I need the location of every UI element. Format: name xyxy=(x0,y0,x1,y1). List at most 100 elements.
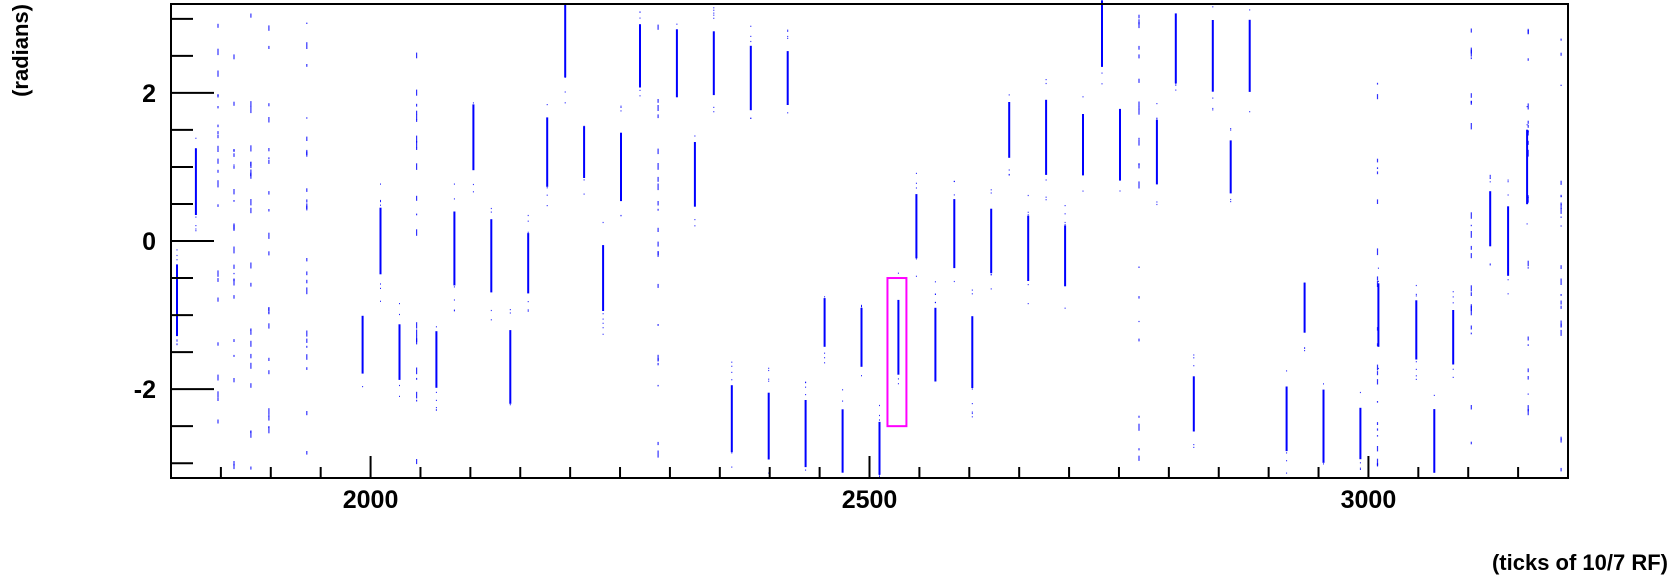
cluster-point xyxy=(971,411,973,413)
streak-point xyxy=(1527,393,1529,395)
cluster-point xyxy=(1230,129,1232,131)
cluster-point xyxy=(399,369,400,371)
x-axis-title: (ticks of 10/7 RF) xyxy=(1492,550,1668,575)
streak-point xyxy=(233,149,235,152)
streak-point xyxy=(306,287,308,295)
cluster-point xyxy=(1212,97,1214,99)
cluster-point xyxy=(639,30,641,32)
cluster-point xyxy=(1230,162,1232,164)
streak-point xyxy=(1376,435,1379,437)
cluster-point xyxy=(1359,414,1361,416)
cluster-point xyxy=(1526,143,1528,145)
cluster-point xyxy=(453,269,455,271)
cluster-point xyxy=(1082,169,1084,171)
cluster-point xyxy=(713,106,715,108)
cluster-point xyxy=(453,220,455,222)
cluster-point xyxy=(676,74,678,76)
streak-point xyxy=(1527,267,1529,269)
cluster-point xyxy=(971,293,973,295)
cluster-point xyxy=(1359,467,1361,469)
streak-point xyxy=(217,48,219,56)
streak-point xyxy=(306,451,308,455)
cluster-point xyxy=(453,310,455,312)
streak-point xyxy=(250,353,252,359)
streak-point xyxy=(1560,84,1562,86)
cluster-point xyxy=(750,35,752,37)
streak-point xyxy=(1138,296,1140,299)
cluster-point xyxy=(546,119,548,121)
streak-point xyxy=(1376,167,1379,169)
cluster-point xyxy=(1489,210,1491,213)
streak-point xyxy=(1138,181,1140,189)
cluster-point xyxy=(879,414,880,417)
streak-point xyxy=(1470,123,1472,130)
data-points xyxy=(176,0,1562,478)
cluster-point xyxy=(934,293,936,295)
cluster-point xyxy=(546,194,548,196)
streak-point xyxy=(657,251,659,257)
cluster-point xyxy=(1286,445,1288,448)
cluster-point xyxy=(676,23,678,25)
streak-point xyxy=(233,278,235,282)
streak-point xyxy=(306,188,308,192)
streak-point xyxy=(1138,266,1140,268)
cluster-point xyxy=(583,125,585,127)
streak-point xyxy=(416,459,418,465)
streak-point xyxy=(268,408,270,415)
cluster-point xyxy=(731,441,733,443)
cluster-point xyxy=(750,85,752,88)
cluster-point xyxy=(971,289,973,291)
streak-point xyxy=(1138,22,1140,29)
streak-point xyxy=(416,391,418,399)
cluster-point xyxy=(805,403,807,405)
cluster-point xyxy=(453,309,455,311)
cluster-point xyxy=(824,362,826,364)
cluster-point xyxy=(399,327,400,329)
streak-point xyxy=(657,208,659,211)
cluster-point xyxy=(1433,415,1435,417)
cluster-point xyxy=(915,217,917,219)
cluster-point xyxy=(1323,458,1324,460)
streak-point xyxy=(416,195,418,201)
streak-point xyxy=(233,153,235,157)
cluster-point xyxy=(824,320,826,322)
cluster-point xyxy=(897,358,899,360)
cluster-point xyxy=(362,366,364,368)
streak-point xyxy=(250,145,252,152)
cluster-core xyxy=(1008,102,1011,158)
cluster-point xyxy=(1230,155,1232,157)
cluster-core xyxy=(1359,407,1362,460)
cluster-point xyxy=(971,416,973,418)
cluster-point xyxy=(1304,318,1306,320)
cluster-point xyxy=(750,79,752,81)
streak-point xyxy=(657,105,659,111)
streak-point xyxy=(268,323,270,329)
cluster-point xyxy=(953,199,955,202)
cluster-core xyxy=(1045,99,1048,175)
cluster-point xyxy=(620,170,622,172)
cluster-point xyxy=(527,231,529,233)
cluster-point xyxy=(1452,323,1454,325)
cluster-point xyxy=(195,230,197,232)
streak-point xyxy=(250,101,252,107)
cluster-point xyxy=(713,42,715,44)
cluster-point xyxy=(546,104,548,106)
cluster-point xyxy=(176,340,178,342)
cluster-point xyxy=(1119,163,1121,165)
y-axis-tick-labels: 2 0 -2 xyxy=(134,80,156,404)
cluster-point xyxy=(842,400,844,402)
streak-point xyxy=(306,42,308,49)
cluster-point xyxy=(861,375,862,377)
cluster-point xyxy=(472,163,474,166)
cluster-point xyxy=(805,382,807,384)
cluster-core xyxy=(453,211,456,286)
streak-point xyxy=(1560,305,1562,309)
cluster-point xyxy=(399,303,400,305)
cluster-core xyxy=(712,31,715,96)
cluster-point xyxy=(1286,439,1288,442)
cluster-point xyxy=(399,395,400,397)
cluster-core xyxy=(953,199,956,269)
cluster-point xyxy=(564,102,566,104)
cluster-point xyxy=(602,221,604,224)
